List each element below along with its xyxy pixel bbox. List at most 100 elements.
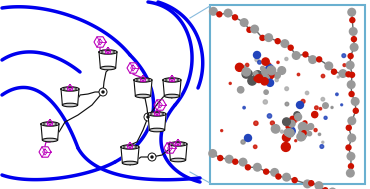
Circle shape bbox=[253, 163, 262, 172]
Circle shape bbox=[346, 169, 355, 178]
Circle shape bbox=[342, 54, 346, 57]
Circle shape bbox=[235, 63, 243, 71]
Circle shape bbox=[324, 61, 333, 70]
Circle shape bbox=[285, 102, 289, 106]
Circle shape bbox=[339, 69, 347, 78]
Circle shape bbox=[263, 168, 269, 175]
Ellipse shape bbox=[137, 78, 149, 81]
Circle shape bbox=[232, 159, 239, 165]
Circle shape bbox=[253, 71, 258, 76]
Polygon shape bbox=[41, 124, 59, 140]
Circle shape bbox=[331, 69, 337, 75]
Ellipse shape bbox=[172, 143, 185, 146]
Circle shape bbox=[349, 72, 355, 78]
Ellipse shape bbox=[64, 88, 77, 91]
Circle shape bbox=[303, 125, 309, 131]
Circle shape bbox=[302, 51, 309, 58]
Circle shape bbox=[346, 152, 356, 161]
Circle shape bbox=[264, 33, 273, 42]
Polygon shape bbox=[121, 147, 139, 163]
Circle shape bbox=[314, 106, 318, 109]
Circle shape bbox=[275, 78, 278, 82]
Circle shape bbox=[254, 77, 258, 81]
Circle shape bbox=[348, 163, 354, 170]
Circle shape bbox=[303, 179, 312, 188]
Circle shape bbox=[288, 120, 295, 127]
Circle shape bbox=[239, 158, 248, 167]
Circle shape bbox=[292, 51, 301, 60]
Ellipse shape bbox=[121, 145, 139, 149]
Circle shape bbox=[349, 91, 355, 97]
Circle shape bbox=[308, 124, 314, 129]
Ellipse shape bbox=[165, 78, 178, 81]
Circle shape bbox=[318, 133, 321, 136]
Circle shape bbox=[250, 25, 259, 33]
Circle shape bbox=[253, 51, 260, 59]
Circle shape bbox=[347, 116, 356, 125]
Circle shape bbox=[102, 91, 104, 93]
Circle shape bbox=[287, 127, 295, 135]
Circle shape bbox=[148, 153, 156, 161]
Circle shape bbox=[324, 116, 327, 119]
Bar bbox=[210, 5, 365, 184]
Circle shape bbox=[264, 90, 268, 94]
Polygon shape bbox=[148, 114, 166, 130]
Circle shape bbox=[216, 11, 222, 18]
Circle shape bbox=[239, 87, 243, 92]
Circle shape bbox=[281, 143, 290, 151]
Circle shape bbox=[266, 79, 273, 86]
Ellipse shape bbox=[63, 103, 78, 107]
Circle shape bbox=[307, 132, 312, 136]
Ellipse shape bbox=[100, 66, 116, 70]
Ellipse shape bbox=[101, 50, 114, 53]
Circle shape bbox=[308, 180, 314, 186]
Circle shape bbox=[345, 144, 352, 151]
Circle shape bbox=[337, 76, 339, 78]
Ellipse shape bbox=[134, 78, 152, 82]
Circle shape bbox=[241, 140, 245, 144]
Polygon shape bbox=[163, 80, 181, 96]
Circle shape bbox=[245, 135, 252, 142]
Circle shape bbox=[347, 8, 356, 17]
Circle shape bbox=[267, 114, 272, 118]
Circle shape bbox=[262, 69, 268, 75]
Circle shape bbox=[266, 65, 273, 72]
Circle shape bbox=[248, 77, 256, 85]
Circle shape bbox=[267, 66, 276, 75]
Circle shape bbox=[282, 134, 290, 141]
Polygon shape bbox=[99, 52, 117, 68]
Ellipse shape bbox=[135, 94, 151, 98]
Circle shape bbox=[316, 56, 322, 63]
Circle shape bbox=[286, 125, 290, 129]
Circle shape bbox=[253, 145, 257, 149]
Ellipse shape bbox=[124, 146, 137, 149]
Circle shape bbox=[347, 53, 354, 59]
Circle shape bbox=[260, 74, 269, 83]
Circle shape bbox=[240, 18, 249, 27]
Circle shape bbox=[290, 116, 295, 122]
Circle shape bbox=[285, 57, 288, 60]
Circle shape bbox=[269, 63, 271, 65]
Circle shape bbox=[351, 97, 360, 106]
Circle shape bbox=[320, 145, 324, 148]
Circle shape bbox=[221, 130, 223, 132]
Circle shape bbox=[296, 101, 303, 108]
Circle shape bbox=[274, 72, 280, 78]
Circle shape bbox=[350, 43, 359, 52]
Ellipse shape bbox=[41, 122, 59, 126]
Circle shape bbox=[328, 187, 337, 189]
Circle shape bbox=[287, 45, 294, 51]
Circle shape bbox=[346, 61, 354, 70]
Circle shape bbox=[258, 60, 261, 64]
Circle shape bbox=[347, 80, 356, 89]
Circle shape bbox=[144, 113, 152, 121]
Circle shape bbox=[349, 27, 358, 36]
Circle shape bbox=[308, 55, 317, 64]
Circle shape bbox=[302, 132, 307, 137]
Circle shape bbox=[238, 87, 244, 93]
Circle shape bbox=[263, 100, 268, 104]
Circle shape bbox=[322, 141, 324, 143]
Ellipse shape bbox=[164, 94, 180, 98]
Circle shape bbox=[349, 17, 356, 23]
Circle shape bbox=[295, 113, 302, 120]
